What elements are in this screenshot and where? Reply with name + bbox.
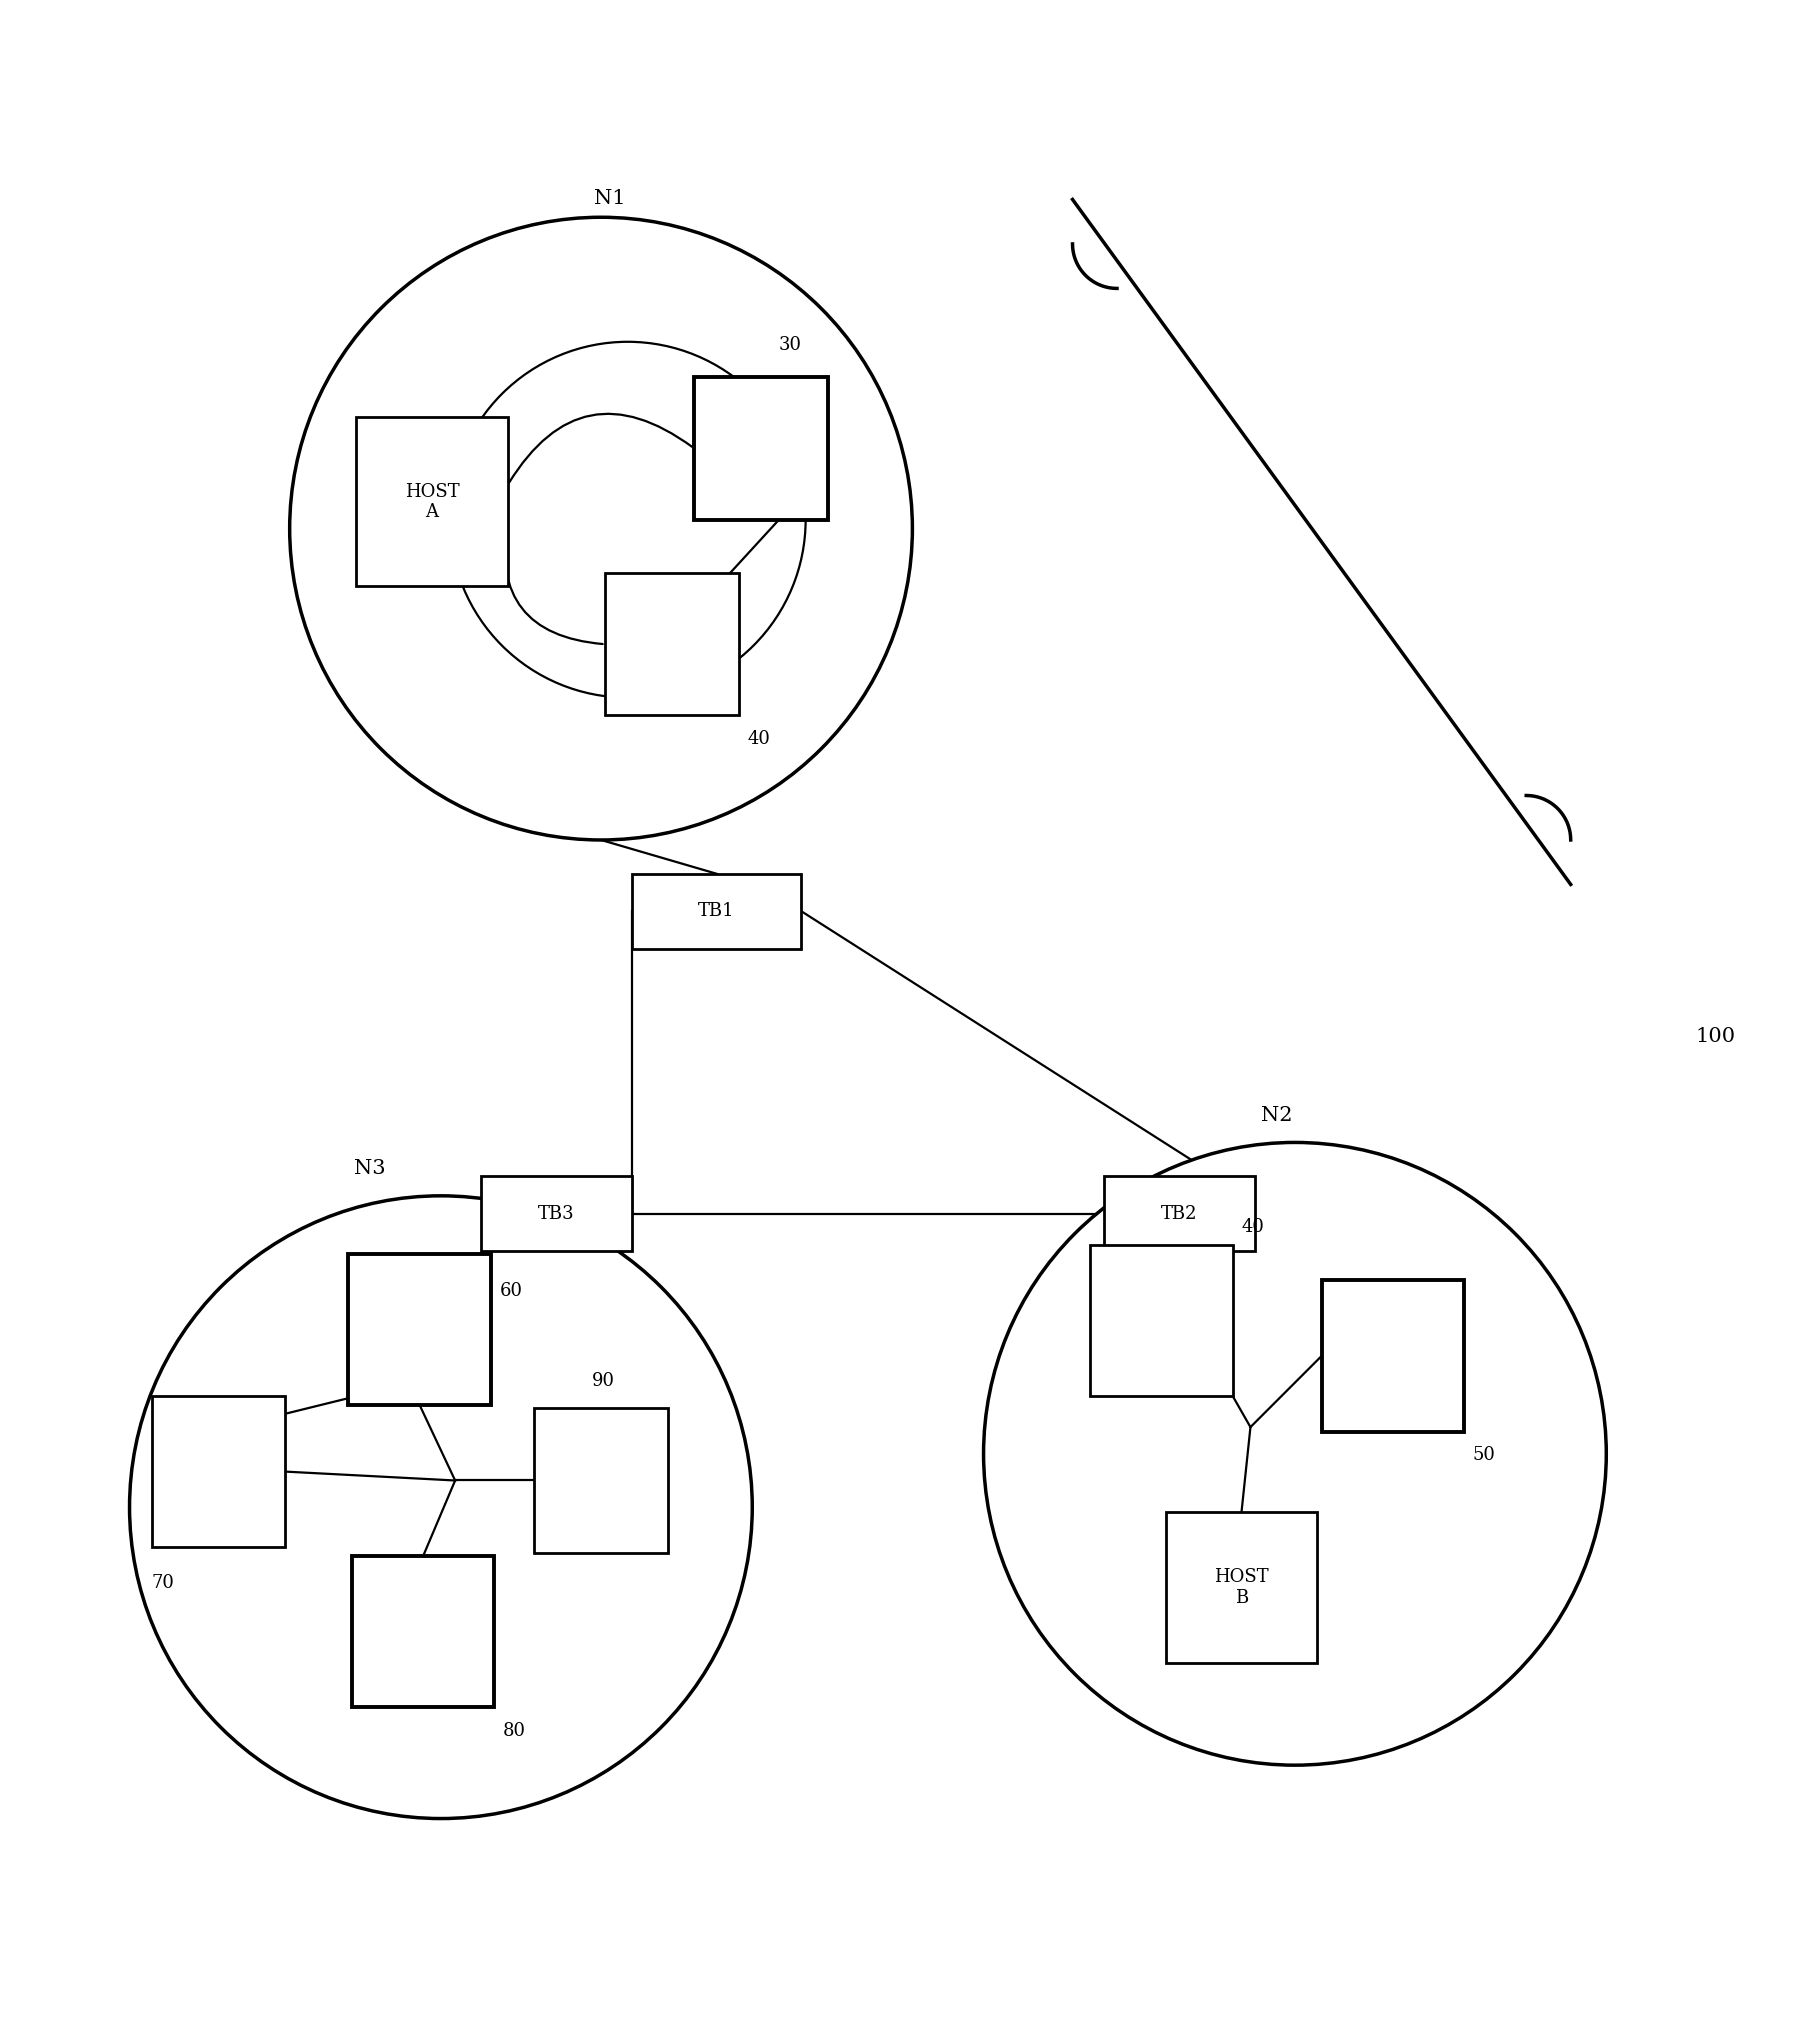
FancyBboxPatch shape [605,573,739,716]
FancyBboxPatch shape [349,1253,492,1405]
FancyBboxPatch shape [1090,1245,1232,1396]
FancyBboxPatch shape [1321,1279,1464,1431]
FancyBboxPatch shape [356,418,508,587]
Text: N3: N3 [354,1158,385,1179]
Circle shape [289,218,913,839]
Text: 50: 50 [1473,1445,1496,1463]
Text: HOST
B: HOST B [1214,1568,1269,1606]
FancyBboxPatch shape [694,377,828,521]
Text: TB3: TB3 [538,1205,575,1223]
Circle shape [130,1197,752,1818]
FancyBboxPatch shape [352,1556,495,1707]
Text: 40: 40 [748,731,772,747]
FancyBboxPatch shape [535,1407,669,1554]
Text: 70: 70 [152,1574,175,1592]
Text: 90: 90 [593,1372,614,1390]
Circle shape [983,1142,1606,1766]
FancyBboxPatch shape [632,874,801,948]
FancyBboxPatch shape [1166,1511,1317,1663]
Text: TB1: TB1 [698,902,735,920]
Text: N2: N2 [1261,1106,1292,1124]
FancyBboxPatch shape [481,1176,632,1251]
Text: 40: 40 [1241,1217,1265,1235]
Text: 100: 100 [1695,1027,1735,1045]
FancyBboxPatch shape [1104,1176,1254,1251]
Text: N1: N1 [595,190,625,208]
Text: TB2: TB2 [1162,1205,1198,1223]
Text: 80: 80 [502,1721,526,1740]
Text: 60: 60 [499,1283,522,1300]
Text: HOST
A: HOST A [405,482,459,521]
Text: 30: 30 [779,337,802,355]
FancyBboxPatch shape [152,1396,286,1548]
